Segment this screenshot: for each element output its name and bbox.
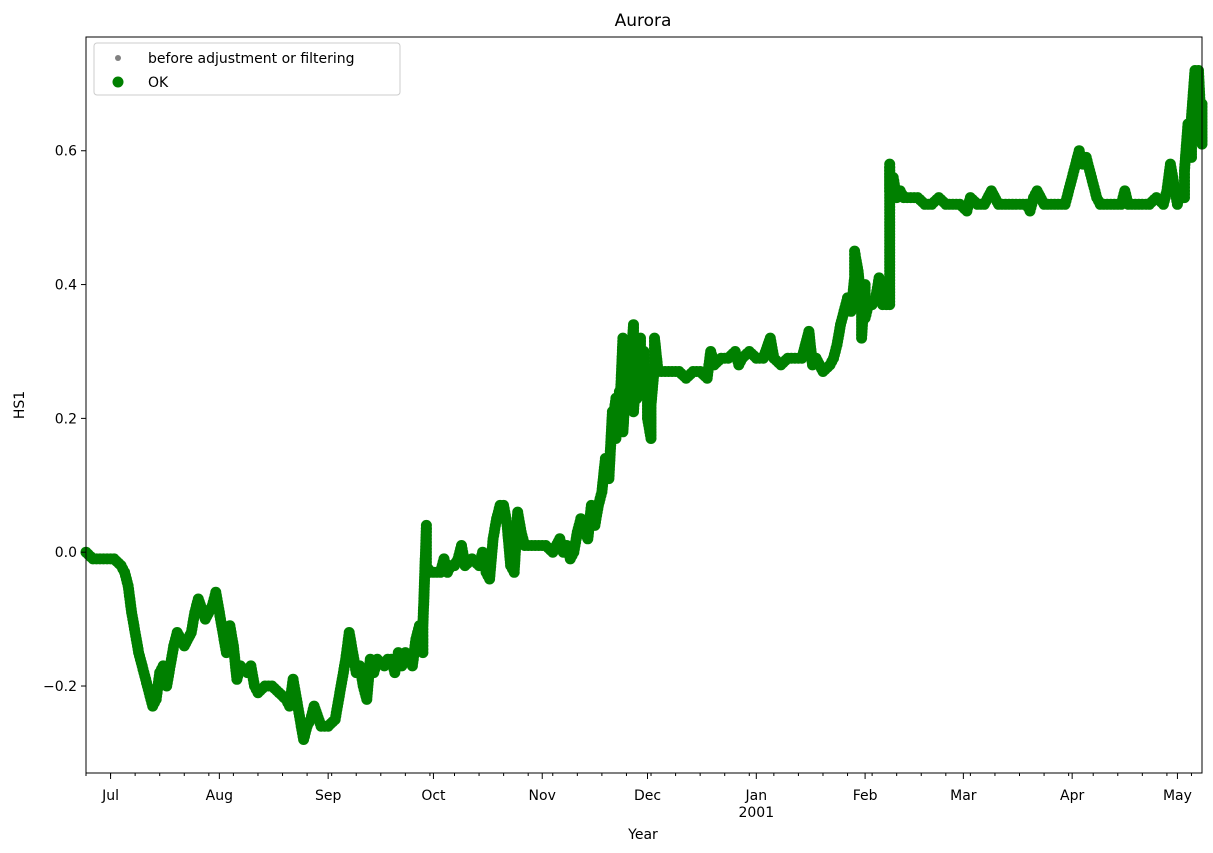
x-tick-label: Nov <box>529 788 556 804</box>
legend: before adjustment or filtering OK <box>93 42 401 96</box>
x-tick-label: Oct <box>421 788 446 804</box>
x-tick-year-label: 2001 <box>738 805 774 821</box>
legend-label-ok: OK <box>148 75 169 91</box>
x-tick-label: May <box>1163 788 1192 804</box>
y-axis-ticks: −0.2 0.0 0.2 0.4 0.6 <box>43 144 86 695</box>
x-tick-label: Feb <box>853 788 878 804</box>
legend-marker-before <box>115 55 121 61</box>
legend-marker-ok <box>112 76 124 88</box>
y-tick-label: −0.2 <box>43 679 77 695</box>
data-points <box>80 65 1208 745</box>
y-tick-label: 0.2 <box>55 411 77 427</box>
y-tick-label: 0.6 <box>55 144 77 160</box>
x-tick-label: Aug <box>206 788 233 804</box>
x-tick-label: Apr <box>1060 788 1084 804</box>
x-tick-label: Dec <box>634 788 661 804</box>
x-tick-label: Jan <box>745 788 768 804</box>
x-tick-label: Jul <box>101 788 119 804</box>
plot-frame <box>85 36 1203 774</box>
legend-box <box>93 42 401 96</box>
x-tick-label: Sep <box>315 788 342 804</box>
chart-title: Aurora <box>615 11 672 31</box>
legend-label-before: before adjustment or filtering <box>148 51 355 67</box>
x-axis-title: Year <box>627 827 658 843</box>
y-tick-label: 0.4 <box>55 278 77 294</box>
y-tick-label: 0.0 <box>55 545 77 561</box>
y-axis-title: HS1 <box>12 391 28 419</box>
x-tick-label: Mar <box>950 788 977 804</box>
